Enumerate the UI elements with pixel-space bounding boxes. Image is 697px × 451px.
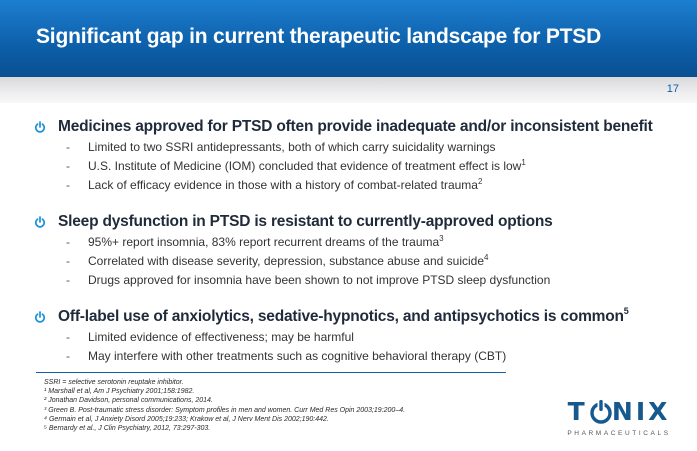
citation-sup: 2: [477, 177, 483, 186]
section-heading-text: Sleep dysfunction in PTSD is resistant t…: [58, 213, 553, 230]
footnote-abbreviation: SSRI = selective serotonin reuptake inhi…: [44, 379, 184, 386]
dash-bullet-icon: -: [66, 178, 70, 192]
section-sleep-dysfunction: Sleep dysfunction in PTSD is resistant t…: [34, 211, 684, 290]
sub-bullet-label: Limited evidence of effectiveness; may b…: [88, 330, 354, 344]
sub-bullet-list: - Limited to two SSRI antidepressants, bo…: [34, 138, 684, 195]
sub-bullet-text: 95%+ report insomnia, 83% report recurre…: [88, 233, 444, 252]
section-heading-text: Off-label use of anxiolytics, sedative-h…: [58, 308, 624, 325]
sub-bullet-label: Correlated with disease severity, depres…: [88, 254, 484, 268]
sub-bullet-item: - Limited evidence of effectiveness; may …: [66, 328, 684, 347]
sub-bullet-label: U.S. Institute of Medicine (IOM) conclud…: [88, 159, 522, 173]
page-number: 17: [666, 83, 679, 95]
dash-bullet-icon: -: [66, 140, 70, 154]
slide-title: Significant gap in current therapeutic l…: [36, 25, 602, 48]
section-approved-medicines: Medicines approved for PTSD often provid…: [34, 116, 684, 195]
sub-bullet-item: - May interfere with other treatments suc…: [66, 347, 684, 366]
slide-content: Medicines approved for PTSD often provid…: [34, 116, 684, 382]
section-heading: Sleep dysfunction in PTSD is resistant t…: [58, 213, 553, 231]
sub-bullet-text: Drugs approved for insomnia have been sh…: [88, 271, 550, 290]
dash-bullet-icon: -: [66, 273, 70, 287]
power-icon: [35, 216, 45, 228]
citation-sup: 5: [623, 306, 629, 316]
section-heading-row: Sleep dysfunction in PTSD is resistant t…: [34, 211, 684, 233]
section-heading: Off-label use of anxiolytics, sedative-h…: [58, 306, 629, 326]
sub-bullet-item: - U.S. Institute of Medicine (IOM) conclu…: [66, 157, 684, 176]
citation-sup: 3: [439, 234, 444, 243]
logo-power-icon: [590, 399, 612, 424]
sub-bullet-label: May interfere with other treatments such…: [88, 349, 507, 363]
sub-bullet-item: - Drugs approved for insomnia have been s…: [66, 271, 684, 290]
title-banner: Significant gap in current therapeutic l…: [0, 0, 697, 77]
sub-bullet-text: U.S. Institute of Medicine (IOM) conclud…: [88, 157, 526, 176]
sub-bullet-label: Drugs approved for insomnia have been sh…: [88, 273, 551, 287]
dash-bullet-icon: -: [66, 159, 70, 173]
section-heading-row: Medicines approved for PTSD often provid…: [34, 116, 684, 138]
sub-bullet-label: Lack of efficacy evidence in those with …: [88, 178, 478, 192]
footnotes: SSRI = selective serotonin reuptake inhi…: [44, 378, 514, 433]
section-off-label-use: Off-label use of anxiolytics, sedative-h…: [34, 306, 684, 366]
tonix-logo: TONIX PHARMACEUTICALS: [556, 397, 682, 441]
sub-bullet-text: Correlated with disease severity, depres…: [88, 252, 488, 271]
sub-bullet-list: - 95%+ report insomnia, 83% report recurr…: [34, 233, 684, 290]
section-heading-text: Medicines approved for PTSD often provid…: [58, 118, 653, 135]
sub-bullet-text: May interfere with other treatments such…: [88, 347, 506, 366]
power-icon: [35, 121, 45, 133]
sub-bullet-label: 95%+ report insomnia, 83% report recurre…: [88, 235, 440, 249]
dash-bullet-icon: -: [66, 349, 70, 363]
sub-bullet-list: - Limited evidence of effectiveness; may …: [34, 328, 684, 366]
header-subband: [0, 77, 697, 103]
section-heading: Medicines approved for PTSD often provid…: [58, 118, 653, 136]
sub-bullet-item: - Correlated with disease severity, depre…: [66, 252, 684, 271]
dash-bullet-icon: -: [66, 330, 70, 344]
power-icon: [35, 311, 45, 323]
sub-bullet-item: - 95%+ report insomnia, 83% report recurr…: [66, 233, 684, 252]
logo-subtitle: PHARMACEUTICALS: [567, 430, 671, 437]
sub-bullet-text: Limited evidence of effectiveness; may b…: [88, 328, 354, 347]
sub-bullet-item: - Limited to two SSRI antidepressants, bo…: [66, 138, 684, 157]
citation-sup: 4: [484, 253, 489, 262]
sub-bullet-label: Limited to two SSRI antidepressants, bot…: [88, 140, 496, 154]
dash-bullet-icon: -: [66, 235, 70, 249]
sub-bullet-text: Limited to two SSRI antidepressants, bot…: [88, 138, 496, 157]
dash-bullet-icon: -: [66, 254, 70, 268]
footnote-4: ⁴ Germain et al, J Anxiety Disord 2005;1…: [44, 415, 329, 423]
footnote-divider: [36, 372, 506, 373]
footnote-2: ² Jonathan Davidson, personal communicat…: [44, 397, 213, 405]
footnote-1: ¹ Marshall et al, Am J Psychiatry 2001;1…: [44, 388, 195, 396]
sub-bullet-item: - Lack of efficacy evidence in those with…: [66, 176, 684, 195]
footnote-5: ⁵ Bernardy et al., J Clin Psychiatry, 20…: [44, 425, 211, 433]
logo-wordmark: TONIX: [567, 397, 671, 426]
sub-bullet-text: Lack of efficacy evidence in those with …: [88, 176, 482, 195]
footnote-3: ³ Green B. Post-traumatic stress disorde…: [44, 406, 406, 414]
section-heading-row: Off-label use of anxiolytics, sedative-h…: [34, 306, 684, 328]
citation-sup: 1: [521, 158, 526, 167]
